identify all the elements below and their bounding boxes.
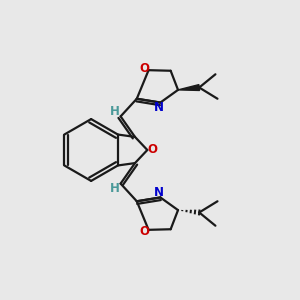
Text: O: O xyxy=(139,62,149,75)
Text: O: O xyxy=(139,225,149,238)
Text: H: H xyxy=(110,105,120,118)
Text: N: N xyxy=(154,186,164,199)
Text: O: O xyxy=(148,143,158,157)
Text: N: N xyxy=(154,101,164,114)
Polygon shape xyxy=(178,85,200,91)
Text: H: H xyxy=(110,182,120,195)
